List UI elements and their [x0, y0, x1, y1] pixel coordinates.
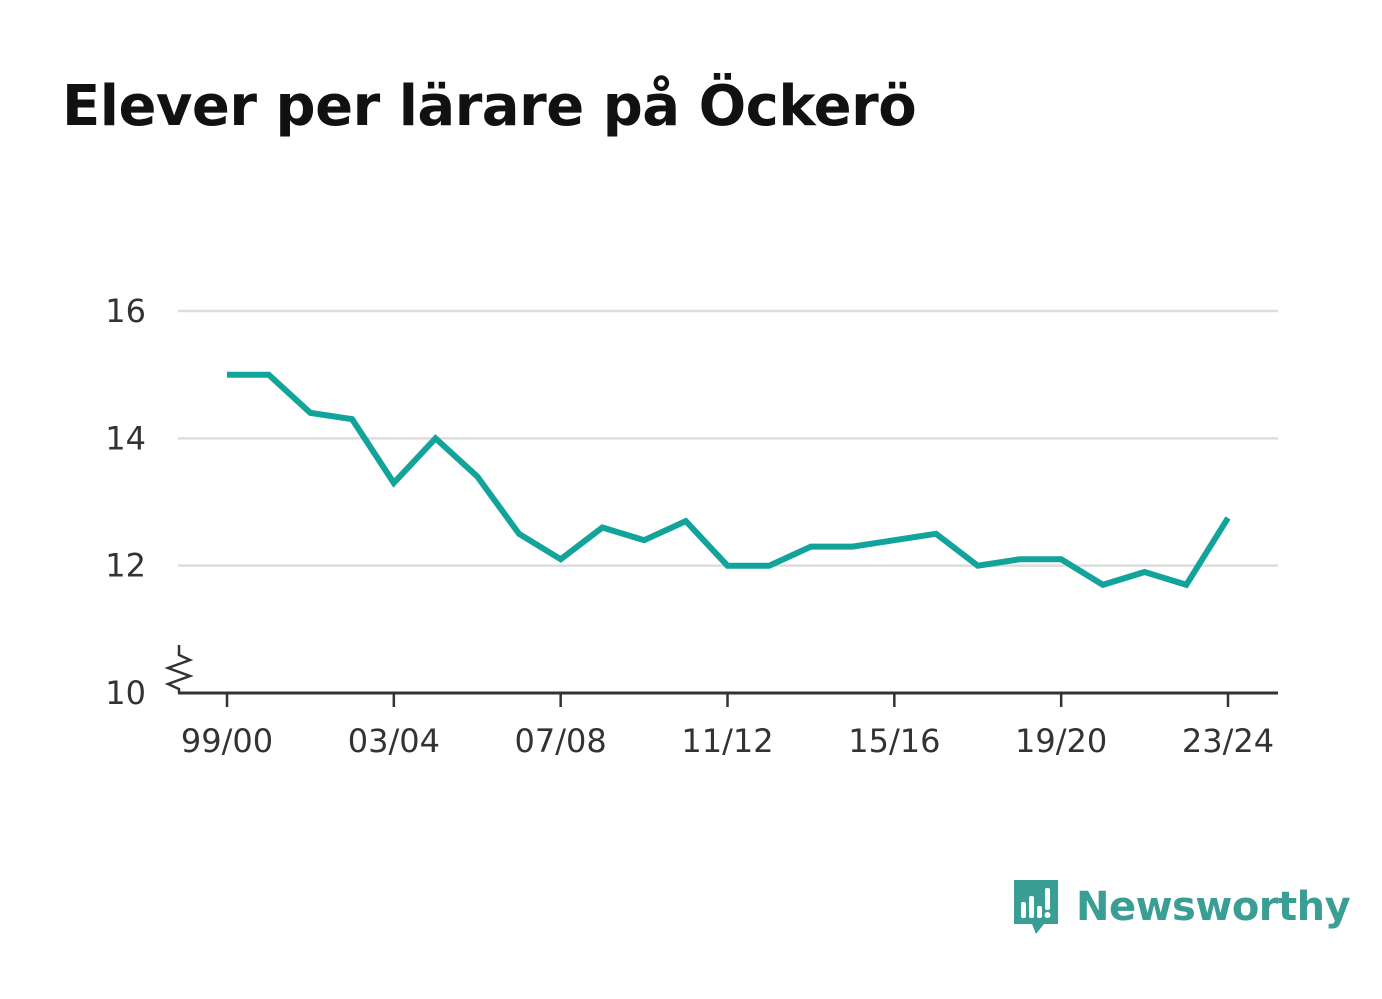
gridlines	[178, 309, 1278, 567]
x-tick-label-99-00: 99/00	[181, 722, 273, 760]
logo-bar-2	[1029, 896, 1034, 918]
brand-name: Newsworthy	[1076, 884, 1351, 930]
x-tick-label-07-08: 07/08	[515, 722, 607, 760]
newsworthy-logo-icon	[1014, 880, 1058, 934]
x-tick-label-15-16: 15/16	[848, 722, 940, 760]
axes	[164, 645, 1278, 707]
x-tick-label-19-20: 19/20	[1015, 722, 1107, 760]
logo-bar-3	[1037, 906, 1042, 918]
logo-bubble	[1014, 880, 1058, 934]
series-lines	[227, 371, 1231, 589]
logo-dot	[1044, 912, 1051, 918]
y-axis-break	[164, 645, 194, 693]
series-line-0	[227, 371, 1231, 589]
y-tick-label-16: 16	[105, 292, 146, 330]
logo-bar-1	[1021, 902, 1026, 918]
chart-title: Elever per lärare på Öckerö	[62, 74, 917, 139]
x-tick-label-23-24: 23/24	[1182, 722, 1274, 760]
y-tick-label-12: 12	[105, 547, 146, 585]
y-tick-label-14: 14	[105, 419, 146, 457]
x-tick-label-03-04: 03/04	[348, 722, 440, 760]
y-tick-label-10: 10	[105, 674, 146, 712]
tick-labels: 10 12 14 16 99/00 03/04 07/08 11/12 15/16 19/20 23…	[105, 292, 1274, 760]
x-tick-label-11-12: 11/12	[681, 722, 773, 760]
logo-bar-4	[1045, 888, 1050, 910]
brand-logo: Newsworthy	[1010, 876, 1351, 938]
